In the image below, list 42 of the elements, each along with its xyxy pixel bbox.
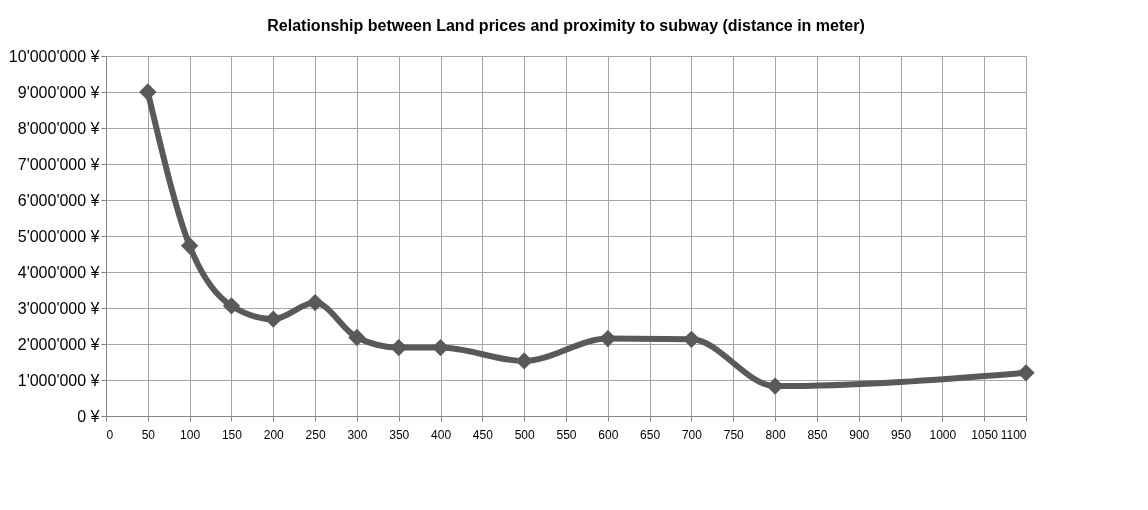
y-tick-label: 8'000'000 ¥	[17, 119, 100, 137]
x-tick-label: 1050	[971, 427, 999, 442]
y-tick-label: 0 ¥	[77, 407, 100, 425]
point	[222, 297, 241, 315]
x-tick-label: 100	[180, 427, 201, 442]
x-tick-label: 400	[431, 427, 452, 442]
x-tick-label: 300	[347, 427, 368, 442]
y-tick-label: 6'000'000 ¥	[17, 191, 100, 209]
chart-title: Relationship between Land prices and proximity to subway (distance in meter)	[267, 17, 865, 34]
x-tick-label: 1000	[929, 427, 957, 442]
x-tick-label: 600	[598, 427, 619, 442]
point	[180, 237, 199, 255]
x-tick-label: 800	[765, 427, 786, 442]
x-tick-label: 50	[141, 427, 156, 442]
x-tick-label: 850	[807, 427, 828, 442]
x-tick-label: 250	[305, 427, 326, 442]
x-tick-label: 200	[263, 427, 285, 442]
x-tick-label: 750	[723, 427, 745, 442]
point	[1017, 364, 1035, 382]
x-tick-label: 350	[389, 427, 410, 442]
x-tick-label: 450	[472, 427, 494, 442]
point	[139, 83, 157, 101]
y-tick-label: 5'000'000 ¥	[17, 227, 100, 245]
x-tick-label: 0	[106, 427, 114, 442]
x-tick-label: 150	[221, 427, 243, 442]
x-tick-label: 900	[849, 427, 870, 442]
x-tick-label: 500	[514, 427, 536, 442]
x-tick-label: 550	[556, 427, 577, 442]
point	[515, 352, 533, 370]
y-tick-label: 1'000'000 ¥	[17, 371, 100, 389]
y-tick-label: 9'000'000 ¥	[17, 83, 100, 101]
x-tick-label: 700	[681, 427, 703, 442]
x-tick-label: 950	[891, 427, 912, 442]
y-tick-label: 3'000'000 ¥	[17, 299, 100, 317]
y-tick-label: 4'000'000 ¥	[17, 263, 100, 281]
point	[348, 328, 366, 347]
x-tick-label: 1100	[1000, 427, 1027, 442]
y-tick-label: 2'000'000 ¥	[17, 335, 100, 353]
y-tick-label: 10'000'000 ¥	[8, 47, 100, 65]
point	[306, 293, 324, 312]
x-tick-label: 650	[640, 427, 661, 442]
y-tick-label: 7'000'000 ¥	[17, 155, 100, 173]
